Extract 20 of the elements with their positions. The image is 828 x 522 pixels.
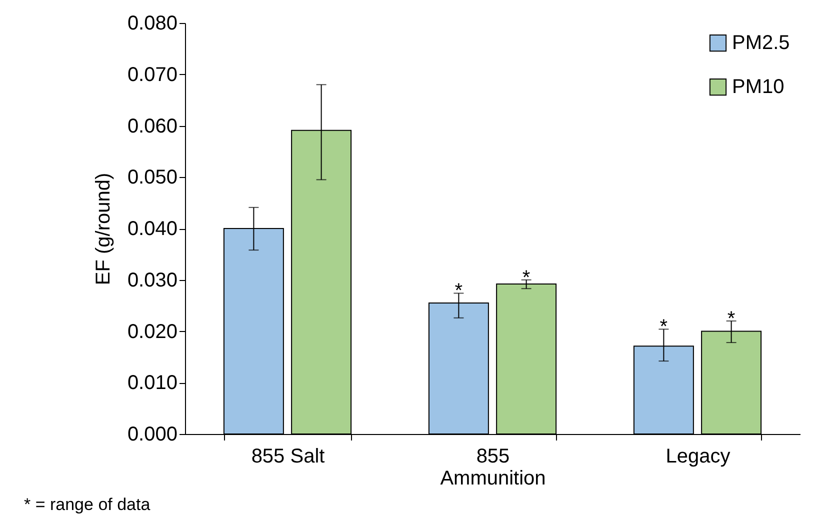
- y-tick-label: 0.040: [127, 218, 178, 240]
- y-axis-title: EF (g/round): [92, 172, 114, 286]
- data-label: *: [660, 316, 668, 338]
- data-label: *: [454, 280, 463, 302]
- y-tick-label: 0.050: [127, 166, 178, 189]
- x-tick-label: 855 Ammunition: [440, 446, 546, 490]
- legend-label: PM10: [732, 76, 784, 98]
- data-label: *: [727, 308, 736, 330]
- x-tick-label: 855 Salt: [251, 446, 326, 468]
- y-tick-label: 0.060: [127, 115, 178, 138]
- y-tick-label: 0.080: [127, 12, 178, 34]
- y-tick-label: 0.010: [127, 372, 178, 394]
- text: * = range of data: [24, 495, 150, 515]
- y-tick-label: 0.020: [127, 320, 178, 343]
- legend-label: PM2.5: [732, 32, 790, 54]
- x-tick-label: Legacy: [666, 446, 730, 468]
- y-tick-label: 0.030: [127, 269, 178, 292]
- y-tick-label: 0.070: [127, 64, 178, 86]
- y-tick-label: 0.000: [127, 424, 178, 446]
- data-label: *: [522, 266, 530, 289]
